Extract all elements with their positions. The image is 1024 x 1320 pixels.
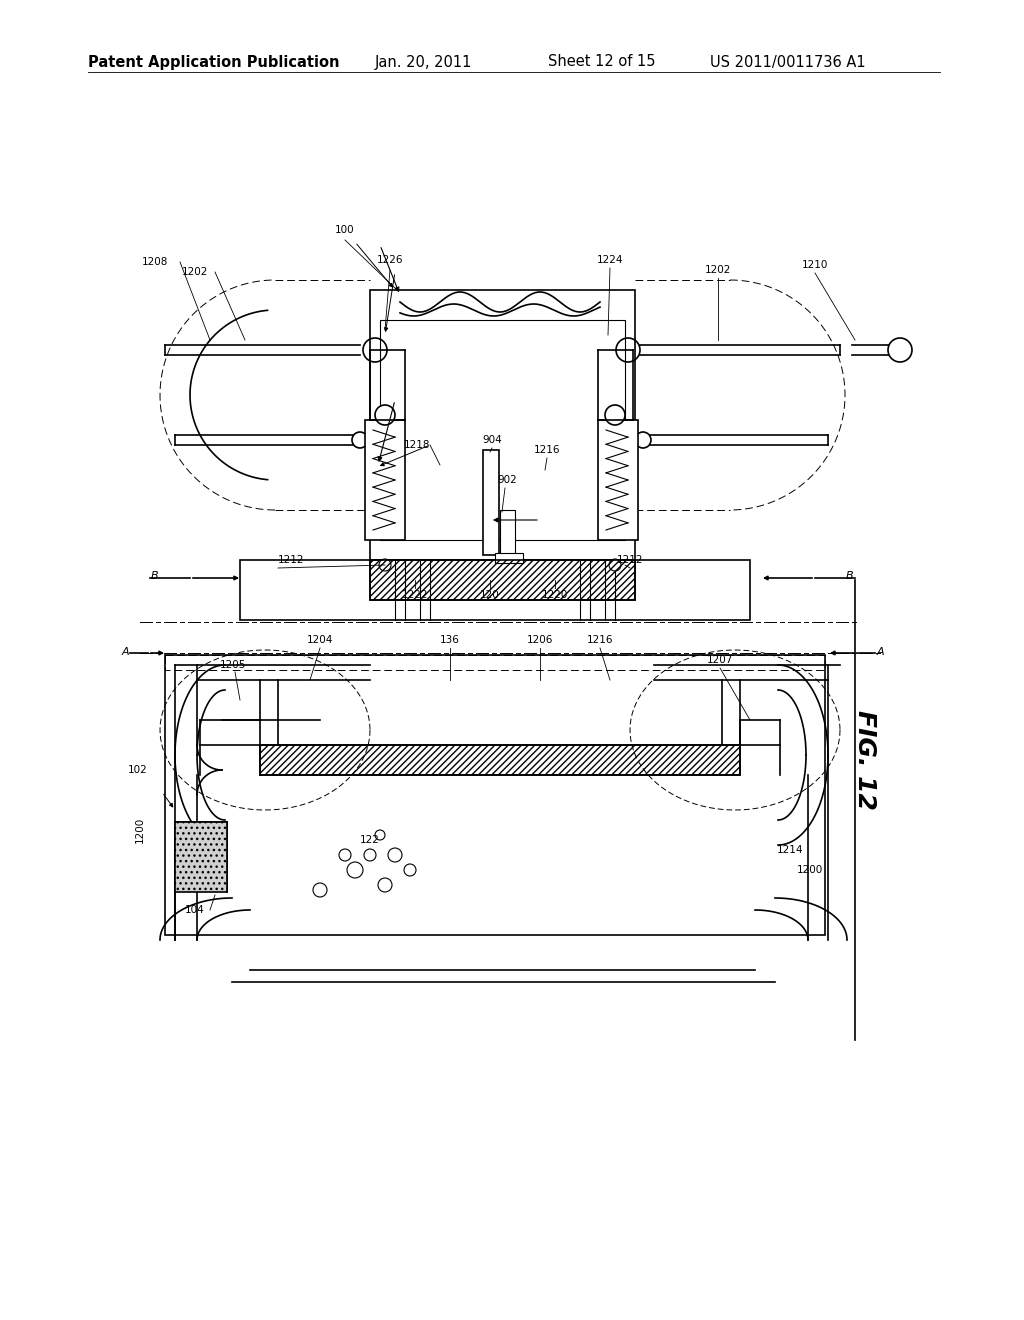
Text: B: B [152, 572, 159, 581]
Text: 1224: 1224 [597, 255, 624, 265]
Text: 1220: 1220 [542, 590, 568, 601]
Text: 1208: 1208 [141, 257, 168, 267]
Circle shape [888, 338, 912, 362]
Text: Jan. 20, 2011: Jan. 20, 2011 [375, 54, 472, 70]
Text: 122: 122 [360, 836, 380, 845]
Circle shape [605, 405, 625, 425]
Text: A: A [877, 647, 884, 657]
Circle shape [352, 432, 368, 447]
Text: 1212: 1212 [278, 554, 304, 565]
Text: A: A [121, 647, 129, 657]
Text: 1212: 1212 [616, 554, 643, 565]
Text: US 2011/0011736 A1: US 2011/0011736 A1 [710, 54, 865, 70]
Bar [175, 822, 227, 892]
Text: 1200: 1200 [135, 817, 145, 843]
Circle shape [379, 558, 391, 572]
Bar [260, 744, 740, 775]
Text: 1210: 1210 [802, 260, 828, 271]
Text: Sheet 12 of 15: Sheet 12 of 15 [548, 54, 655, 70]
Text: 1205: 1205 [220, 660, 246, 671]
Circle shape [616, 338, 640, 362]
Text: 1207: 1207 [707, 655, 733, 665]
Bar [380, 319, 625, 540]
Text: 1216: 1216 [534, 445, 560, 455]
Bar [598, 420, 638, 540]
Text: 120: 120 [480, 590, 500, 601]
Text: 136: 136 [440, 635, 460, 645]
Text: 902: 902 [497, 475, 517, 484]
Text: B: B [846, 572, 854, 581]
Bar [370, 560, 635, 601]
Text: 1218: 1218 [403, 440, 430, 450]
Circle shape [375, 405, 395, 425]
Circle shape [609, 558, 621, 572]
Bar [240, 560, 750, 620]
Text: 1222: 1222 [401, 590, 428, 601]
Text: 102: 102 [128, 766, 148, 775]
Text: 1226: 1226 [377, 255, 403, 265]
Bar [165, 655, 825, 935]
Text: Patent Application Publication: Patent Application Publication [88, 54, 340, 70]
Text: 1204: 1204 [307, 635, 333, 645]
Text: 1202: 1202 [705, 265, 731, 275]
Text: 1216: 1216 [587, 635, 613, 645]
Bar [365, 420, 406, 540]
Text: FIG. 12: FIG. 12 [853, 710, 877, 810]
Text: 100: 100 [335, 224, 354, 235]
Circle shape [635, 432, 651, 447]
Circle shape [362, 338, 387, 362]
Text: 104: 104 [185, 906, 205, 915]
Bar [495, 553, 523, 564]
Text: 1202: 1202 [182, 267, 208, 277]
Bar [370, 290, 635, 601]
Bar [500, 510, 515, 560]
Text: 1200: 1200 [797, 865, 823, 875]
Text: 1214: 1214 [777, 845, 803, 855]
Text: 1206: 1206 [526, 635, 553, 645]
Bar [483, 450, 499, 554]
Text: 904: 904 [482, 436, 502, 445]
